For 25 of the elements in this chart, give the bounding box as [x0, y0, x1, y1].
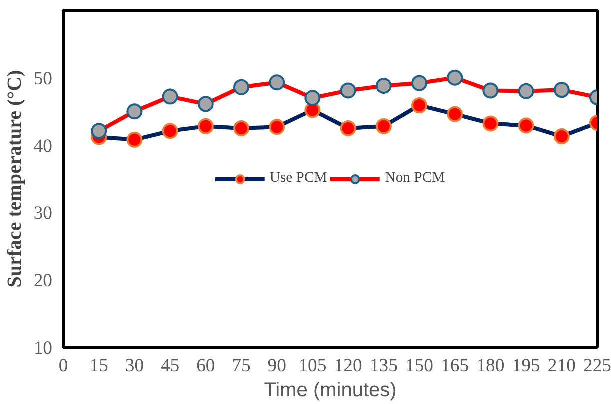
x-tick-label: 225 [584, 356, 611, 376]
x-tick-label: 60 [196, 356, 216, 376]
y-axis-title: Surface temperature (°C) [4, 70, 26, 288]
y-tick-label: 20 [34, 270, 52, 292]
x-tick-label: 210 [548, 356, 576, 376]
x-tick-label: 195 [512, 356, 540, 376]
y-tick-label: 40 [34, 136, 52, 157]
y-tick-label: 30 [34, 203, 52, 224]
x-tick-label: 90 [268, 356, 286, 376]
x-tick-label: 150 [406, 356, 434, 376]
y-tick-label: 10 [34, 338, 52, 359]
x-axis-title: Time (minutes) [264, 380, 397, 402]
x-tick-label: 180 [476, 356, 505, 376]
x-tick-label: 135 [370, 356, 398, 376]
x-tick-label: 105 [298, 356, 327, 376]
y-tick-label: 50 [34, 68, 52, 90]
x-tick-label: 120 [334, 356, 362, 376]
x-tick-label: 75 [232, 356, 251, 376]
x-tick-label: 0 [58, 356, 68, 376]
legend-label: Non PCM [385, 170, 446, 187]
x-tick-label: 30 [125, 356, 144, 376]
x-tick-label: 165 [441, 356, 470, 376]
x-tick-label: 15 [90, 356, 108, 376]
legend-label: Use PCM [270, 170, 328, 187]
x-tick-label: 45 [160, 356, 180, 376]
